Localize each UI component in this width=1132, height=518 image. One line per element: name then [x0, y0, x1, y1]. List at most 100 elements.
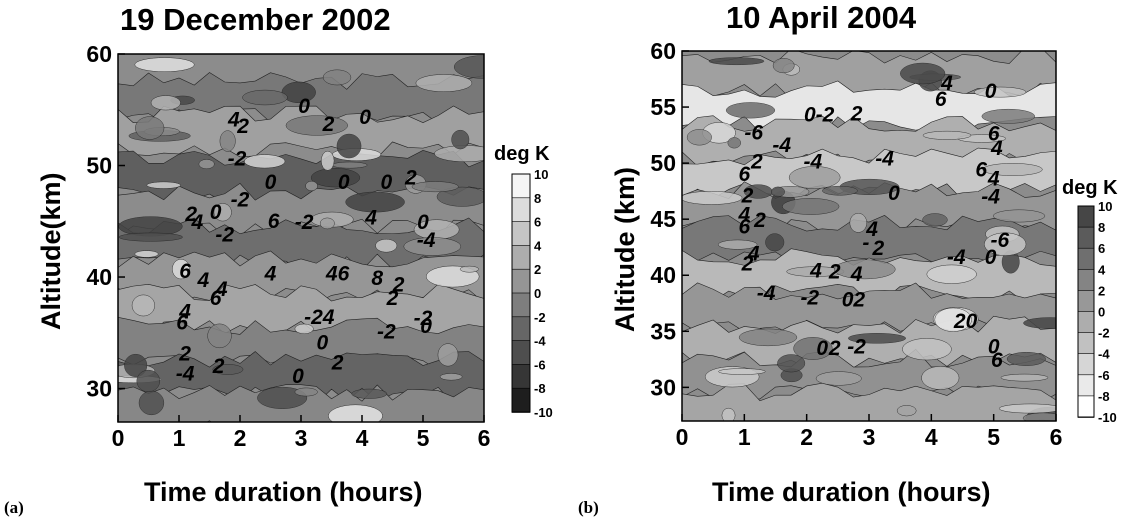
- contour-blob: [411, 181, 459, 193]
- contour-blob: [136, 369, 161, 393]
- colorbar-swatch: [511, 221, 531, 247]
- contour-label: 6: [935, 88, 947, 111]
- contour-label: 2: [753, 209, 766, 232]
- colorbar-label: deg K: [1062, 177, 1118, 199]
- x-tick-label: 2: [234, 425, 247, 451]
- contour-label: 0: [298, 95, 310, 118]
- colorbar-swatch: [1077, 205, 1095, 228]
- colorbar-swatch: [511, 268, 531, 294]
- panel-a: 19 December 2002 Altitude(km) Time durat…: [4, 2, 553, 517]
- contour-label: 0-2: [804, 104, 835, 127]
- chart-title: 10 April 2004: [726, 0, 917, 35]
- x-tick-label: 3: [295, 425, 308, 451]
- panel-label: (b): [578, 498, 599, 517]
- colorbar-label: deg K: [494, 143, 550, 165]
- colorbar-frame: [1077, 205, 1095, 418]
- contour-blob: [902, 338, 952, 361]
- contour-label: -2: [231, 189, 250, 212]
- contour-label: 4: [850, 263, 863, 286]
- contour-blob: [244, 154, 286, 169]
- chart-title: 19 December 2002: [120, 2, 391, 37]
- y-tick-label: 55: [650, 94, 676, 120]
- contour-label: 0: [338, 171, 350, 194]
- x-tick-label: 0: [112, 425, 125, 451]
- contour-label: 6: [268, 210, 280, 233]
- contour-label: 0: [816, 337, 828, 360]
- contour-label: -6: [991, 229, 1010, 252]
- contour-blob: [725, 102, 776, 119]
- contour-label: 6: [176, 311, 188, 334]
- contour-blob: [973, 86, 1027, 98]
- x-tick-label: 6: [1050, 424, 1063, 450]
- contour-blob: [437, 343, 459, 367]
- contour-blob: [788, 166, 841, 189]
- contour-label: -2: [215, 223, 234, 246]
- contour-label: 0: [985, 246, 997, 269]
- contour-label: 2: [212, 355, 225, 378]
- y-tick-label: 30: [86, 376, 112, 402]
- contour-blob: [984, 232, 1027, 256]
- contour-blob: [682, 191, 743, 205]
- contour-label: 4: [178, 300, 191, 323]
- contour-blob: [459, 265, 479, 273]
- y-tick-label: 35: [650, 318, 676, 344]
- colorbar-tick-label: -6: [1098, 368, 1110, 383]
- contour-blob: [322, 69, 352, 86]
- contour-blob: [782, 198, 840, 215]
- colorbar-tick-label: 0: [534, 286, 541, 301]
- x-tick-label: 5: [987, 424, 1000, 450]
- contour-blob: [777, 354, 806, 373]
- contour-label: 4: [865, 218, 878, 241]
- contour-label: 0: [420, 315, 432, 338]
- x-axis-label: Time duration (hours): [712, 477, 991, 507]
- colorbar-swatch: [511, 173, 531, 199]
- contour-label: 2: [741, 184, 754, 207]
- contour-blob: [131, 294, 155, 317]
- contour-blob: [320, 150, 335, 171]
- contour-blob: [213, 203, 232, 222]
- contour-label: -4: [947, 246, 966, 269]
- contour-label: 4: [747, 243, 760, 266]
- contour-blob: [1000, 373, 1049, 382]
- contour-blob: [150, 95, 181, 111]
- x-tick-label: 0: [676, 424, 689, 450]
- contour-blob: [305, 180, 318, 192]
- contour-blob: [331, 161, 368, 169]
- y-tick-label: 40: [86, 264, 112, 290]
- contour-label: 4: [987, 167, 1000, 190]
- x-tick-label: 6: [478, 425, 491, 451]
- contour-label: 2: [828, 261, 841, 284]
- contour-label: 2: [331, 352, 344, 375]
- x-tick-label: 1: [173, 425, 186, 451]
- contour-blob: [439, 373, 463, 381]
- contour-label: 0: [359, 106, 371, 129]
- contour-blob: [772, 58, 795, 74]
- contour-blob: [921, 366, 960, 390]
- colorbar-swatch: [511, 316, 531, 342]
- contour-label: -4: [757, 282, 776, 305]
- contour-label: 02: [842, 289, 866, 312]
- x-tick-label: 4: [925, 424, 938, 450]
- x-tick-label: 1: [738, 424, 751, 450]
- contour-blob: [926, 264, 977, 284]
- contour-label: -2: [800, 286, 819, 309]
- contour-blob: [328, 404, 383, 422]
- contour-label: 0: [381, 171, 393, 194]
- contour-label: 4: [227, 108, 240, 131]
- contour-label: 4: [190, 211, 203, 234]
- colorbar-tick-label: 10: [534, 167, 548, 182]
- contour-blob: [900, 62, 946, 85]
- colorbar-swatch: [511, 387, 531, 413]
- contour-blob: [219, 130, 236, 152]
- colorbar-tick-label: 10: [1098, 199, 1112, 214]
- contour-blob: [242, 89, 288, 106]
- x-tick-label: 2: [800, 424, 813, 450]
- contour-label: 2: [386, 287, 399, 310]
- colorbar-tick-label: -2: [1098, 326, 1110, 341]
- contour-blob: [198, 159, 215, 170]
- contour-label: 6: [975, 159, 987, 182]
- contour-blob: [717, 239, 758, 250]
